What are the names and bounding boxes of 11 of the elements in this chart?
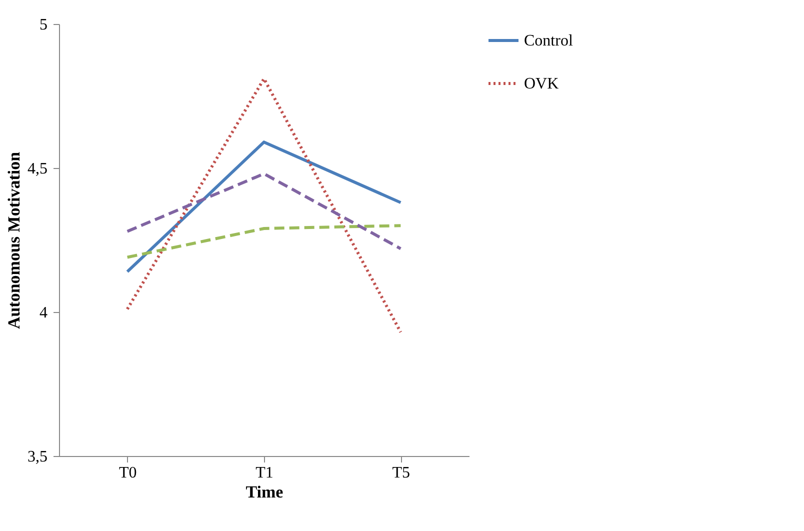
x-axis-title: Time (246, 482, 284, 502)
x-tick-label: T1 (256, 464, 274, 482)
y-tick-label: 3,5 (28, 448, 48, 466)
x-tick-label: T5 (392, 464, 410, 482)
y-tick-label: 5 (40, 16, 48, 34)
legend-label: OVK (524, 76, 560, 92)
y-tick-label: 4 (40, 304, 48, 322)
legend-label: Control (524, 32, 574, 50)
y-tick-label: 4,5 (28, 160, 48, 178)
y-axis-title: Autonomous Motivation (4, 151, 24, 330)
x-tick-label: T0 (118, 464, 137, 482)
